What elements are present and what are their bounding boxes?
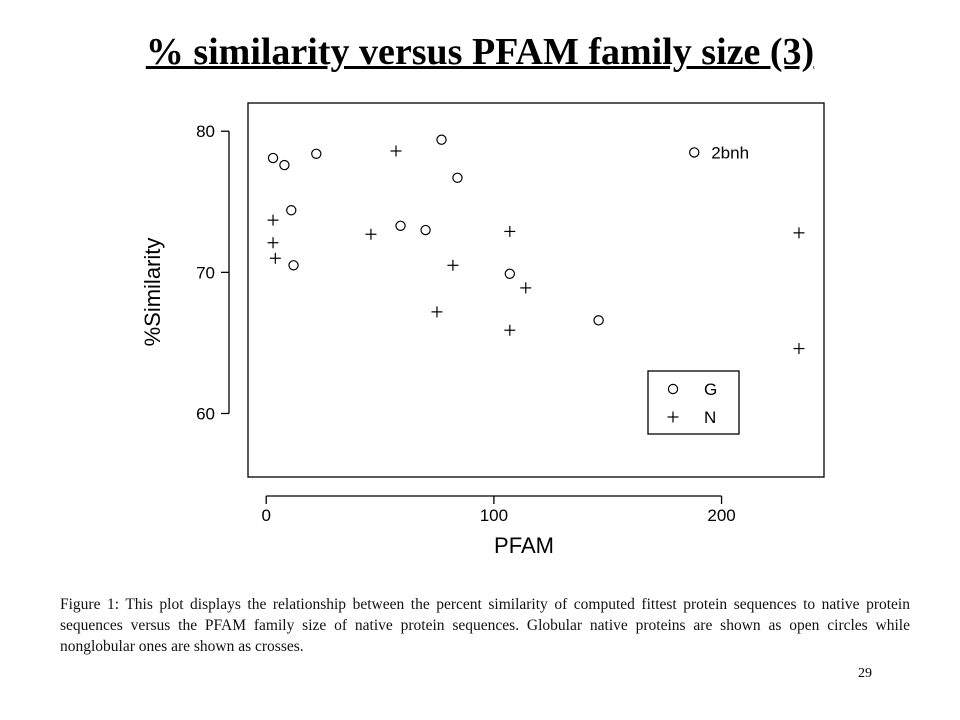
cross-point (267, 214, 279, 226)
x-tick-label: 200 (707, 506, 735, 525)
point-annotation-label: 2bnh (711, 143, 749, 162)
legend-label: G (704, 380, 717, 399)
circle-point (452, 172, 463, 183)
y-tick-label: 70 (196, 263, 215, 282)
circle-point (286, 205, 297, 216)
y-tick-label: 80 (196, 122, 215, 141)
circle-point (395, 220, 406, 231)
cross-point (504, 324, 516, 336)
circle-point (311, 148, 322, 160)
circle-point (288, 260, 299, 271)
cross-point (269, 252, 281, 264)
circle-point (420, 224, 431, 236)
y-tick-label: 60 (196, 404, 215, 423)
circle-point (593, 315, 604, 326)
cross-point (431, 306, 443, 318)
circle-point (504, 268, 516, 279)
cross-point (267, 237, 279, 249)
circle-point (267, 152, 279, 164)
circle-point (279, 159, 290, 171)
x-tick-label: 0 (261, 506, 270, 525)
slide-title: % similarity versus PFAM family size (3) (145, 31, 815, 73)
plot-frame (247, 102, 825, 478)
cross-point (365, 228, 377, 240)
legend-label: N (704, 408, 716, 427)
x-axis-label: PFAM (494, 533, 554, 558)
circle-point (689, 147, 700, 158)
cross-point (504, 225, 516, 237)
cross-point (793, 227, 805, 239)
scatter-plot: 0 100 200 PFAM 60 70 80 %Similarity 2bnh GN (140, 102, 825, 558)
legend-circle-marker (667, 383, 679, 395)
cross-point (793, 343, 805, 355)
circle-point (436, 134, 447, 145)
x-tick-label: 100 (480, 506, 508, 525)
legend-box (647, 370, 740, 435)
legend-cross-marker (667, 411, 679, 423)
cross-point (520, 282, 532, 294)
y-axis-label: %Similarity (140, 238, 165, 347)
cross-point (390, 145, 402, 157)
page-number: 29 (858, 666, 872, 681)
cross-point (447, 259, 459, 271)
figure-caption: Figure 1: This plot displays the relatio… (60, 596, 910, 655)
